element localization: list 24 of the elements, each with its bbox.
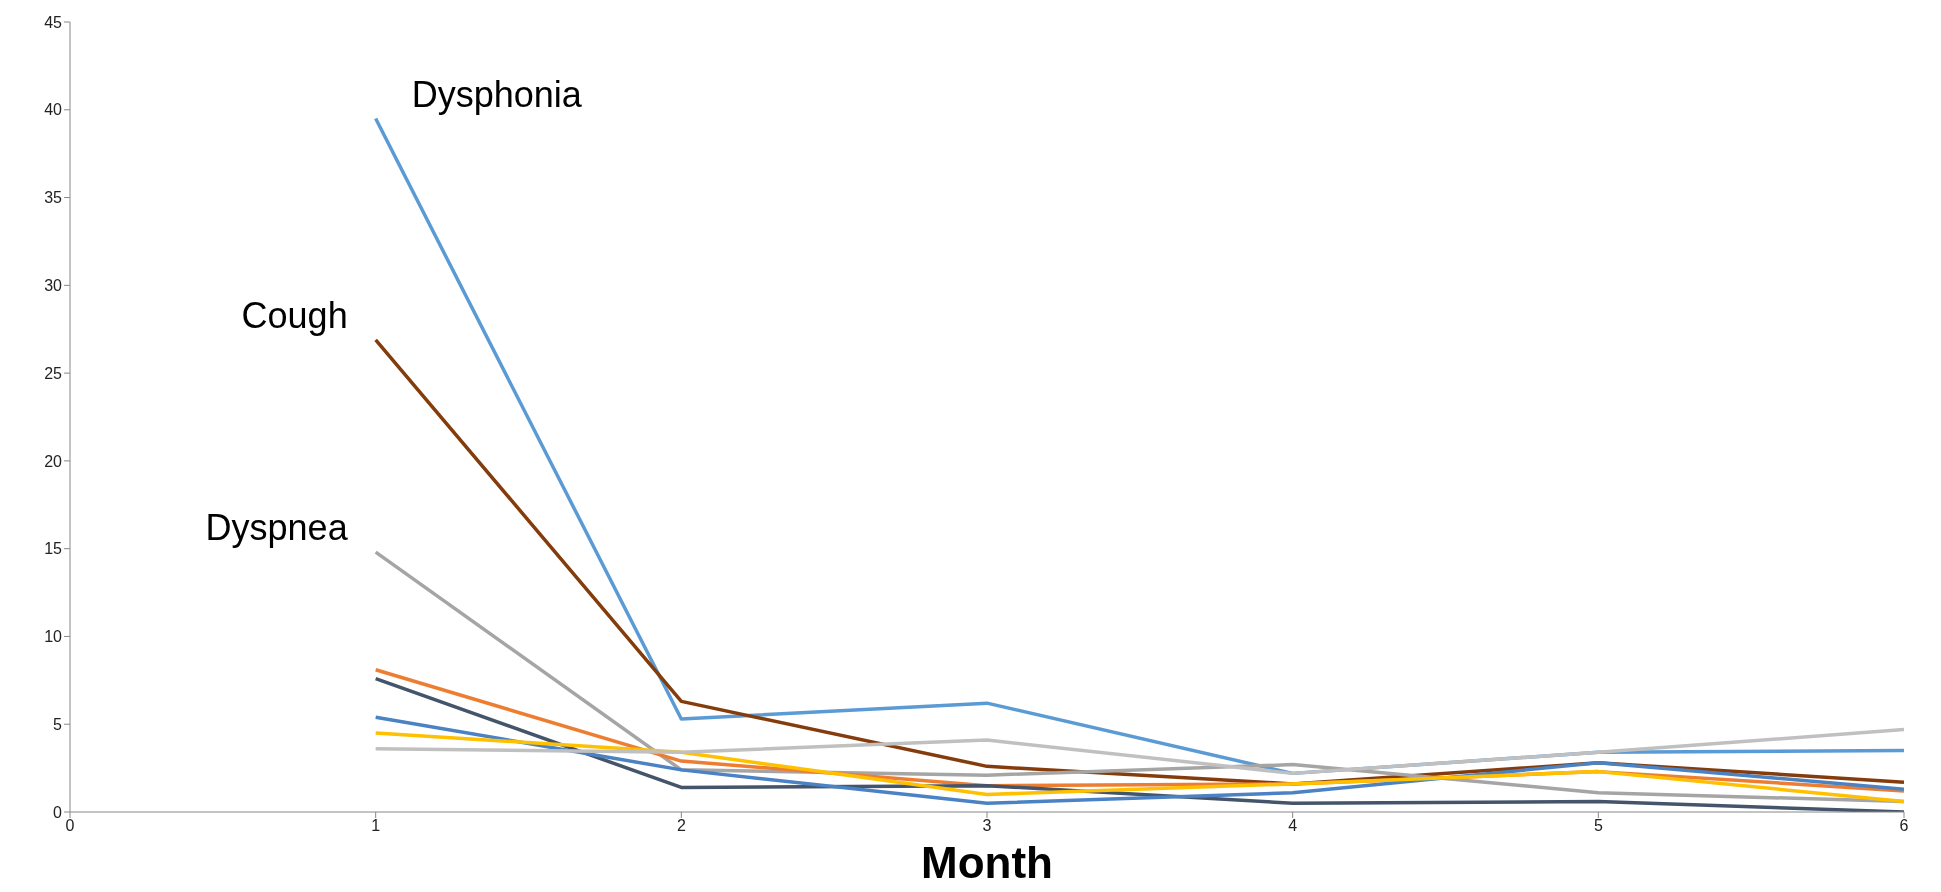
- y-tick-label: 15: [44, 540, 63, 558]
- y-tick-label: 45: [44, 13, 63, 31]
- y-tick-label: 0: [53, 803, 63, 821]
- line-series: [373, 715, 1904, 805]
- x-tick-label: 1: [371, 817, 381, 835]
- y-tick-label: 30: [44, 277, 63, 295]
- line-series: [373, 731, 1904, 804]
- y-tick-label: 5: [53, 715, 63, 733]
- series-label: Dyspnea: [205, 507, 349, 549]
- y-tick-label: 40: [44, 101, 63, 119]
- series-label: Dysphonia: [411, 73, 583, 115]
- x-tick-label: 6: [1899, 817, 1909, 835]
- y-tick-label: 25: [44, 364, 63, 382]
- y-tick-label: 35: [44, 189, 63, 207]
- y-tick-label: 10: [44, 628, 63, 646]
- x-tick-label: 3: [982, 817, 992, 835]
- x-tick-label: 0: [65, 817, 75, 835]
- y-tick-label: 20: [44, 452, 63, 470]
- x-tick-label: 2: [676, 817, 686, 835]
- x-tick-label: 4: [1288, 817, 1298, 835]
- x-axis-title: Month: [921, 838, 1053, 887]
- series-label: Cough: [241, 294, 348, 336]
- line-series: [373, 727, 1904, 776]
- x-tick-label: 5: [1593, 817, 1603, 835]
